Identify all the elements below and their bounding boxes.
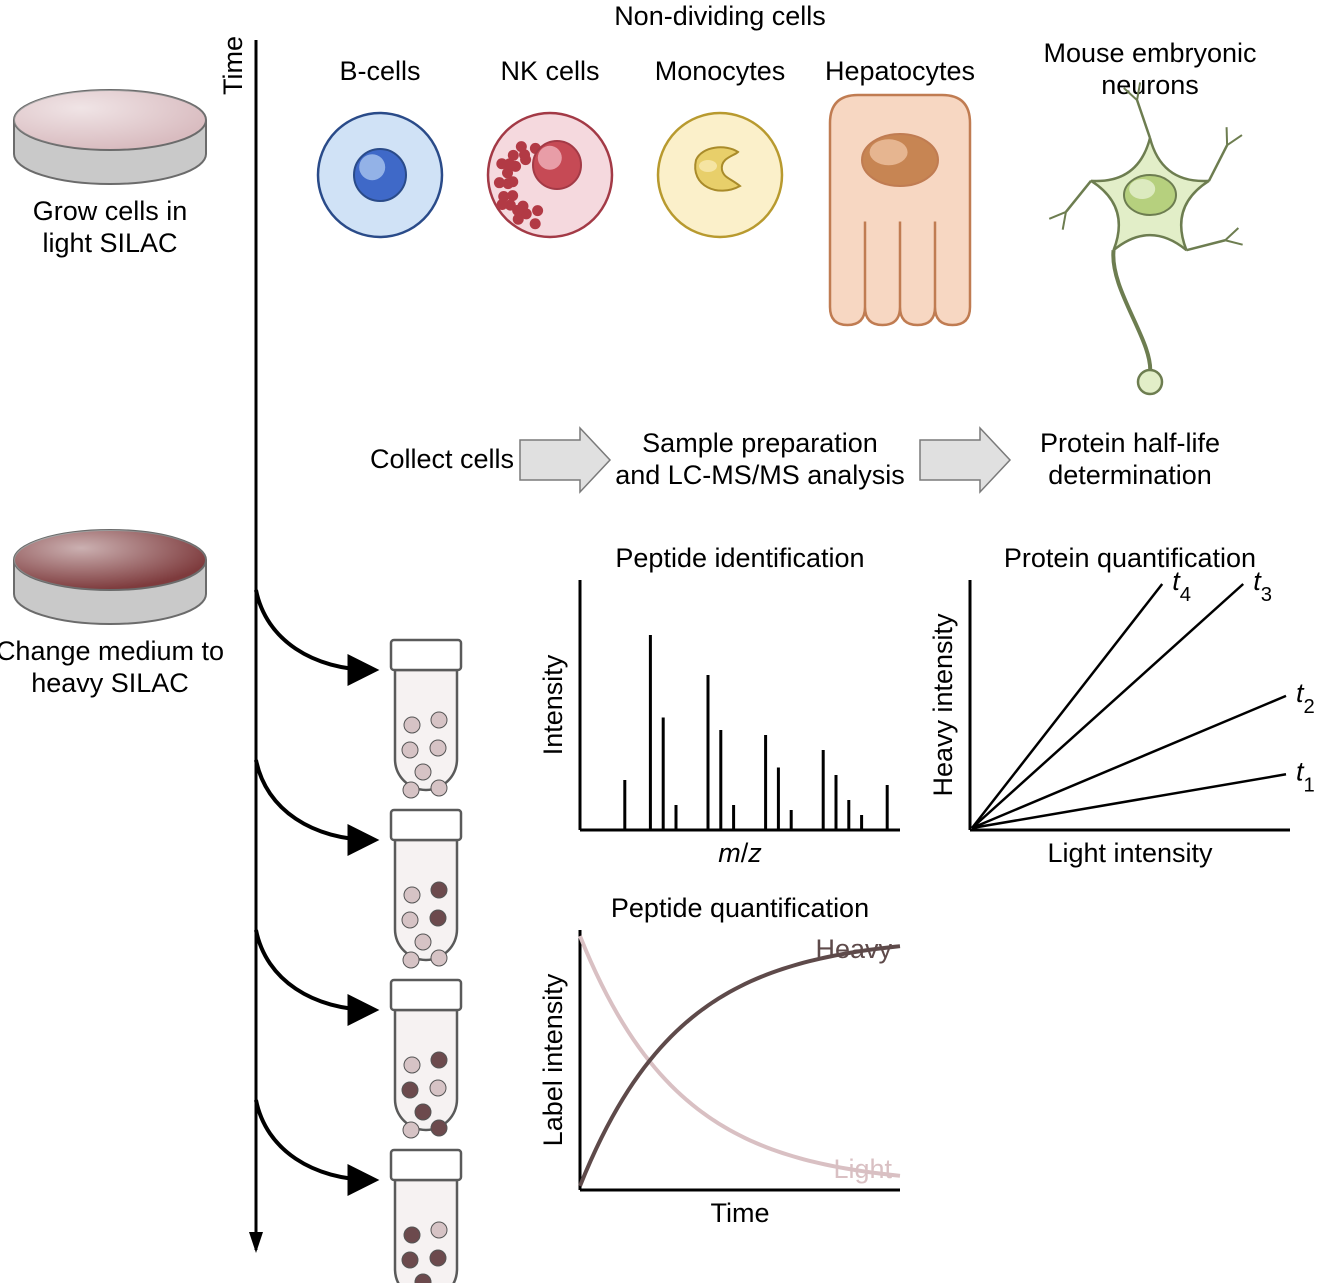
fan-line-label: t3 [1253,566,1272,606]
dish-heavy-label-1: Change medium to [0,636,224,666]
dish-heavy-icon [14,530,206,624]
spectrum-xlabel: m/z [718,838,762,868]
branch-arrow [256,590,373,670]
time-arrowhead [249,1232,263,1253]
sample-tube-icon [391,1150,461,1283]
sample-tube-icon [391,980,461,1138]
nkcell-icon [488,113,612,237]
fan-ylabel: Heavy intensity [928,613,958,797]
dish-light-label-2: light SILAC [42,228,177,258]
sample-tube-icon [391,640,461,798]
spectrum-title: Peptide identification [615,543,864,573]
fan-line [972,774,1286,828]
light-curve-label: Light [833,1154,892,1184]
light-curve [580,936,900,1176]
bcell-icon [318,113,442,237]
dish-light-icon [14,90,206,184]
fan-line-label: t1 [1296,756,1315,796]
fan-line-label: t2 [1296,678,1315,718]
quant-title: Peptide quantification [611,893,869,923]
branch-arrow [256,1100,373,1180]
hep-heading: Hepatocytes [825,56,975,86]
mono-heading: Monocytes [655,56,786,86]
sample-tube-icon [391,810,461,968]
time-axis-label: Time [218,36,248,95]
neuron-heading-2: neurons [1101,70,1199,100]
neuron-icon [1049,82,1242,394]
quant-xlabel: Time [711,1198,770,1228]
heavy-curve-label: Heavy [815,934,892,964]
quant-ylabel: Label intensity [538,973,568,1146]
fan-title: Protein quantification [1004,543,1256,573]
workflow-step-2a: Sample preparation [642,428,878,458]
hepatocyte-icon [830,95,970,325]
spectrum-ylabel: Intensity [538,654,568,755]
workflow-arrow-icon [520,428,610,492]
nondividing-heading: Non-dividing cells [614,1,826,31]
dish-heavy-label-2: heavy SILAC [31,668,189,698]
nk-heading: NK cells [500,56,599,86]
fan-line [972,584,1162,828]
bcells-heading: B-cells [339,56,420,86]
workflow-step-2b: and LC-MS/MS analysis [615,460,905,490]
heavy-curve [580,946,900,1186]
workflow-step-3b: determination [1048,460,1212,490]
fan-line [972,696,1286,828]
branch-arrow [256,930,373,1010]
dish-light-label-1: Grow cells in [33,196,188,226]
fan-line [972,584,1243,828]
branch-arrow [256,760,373,840]
workflow-arrow-icon [920,428,1010,492]
monocyte-icon [658,113,782,237]
fan-xlabel: Light intensity [1047,838,1213,868]
neuron-heading-1: Mouse embryonic [1043,38,1256,68]
workflow-step-3a: Protein half-life [1040,428,1220,458]
workflow-step-collect: Collect cells [370,444,514,474]
